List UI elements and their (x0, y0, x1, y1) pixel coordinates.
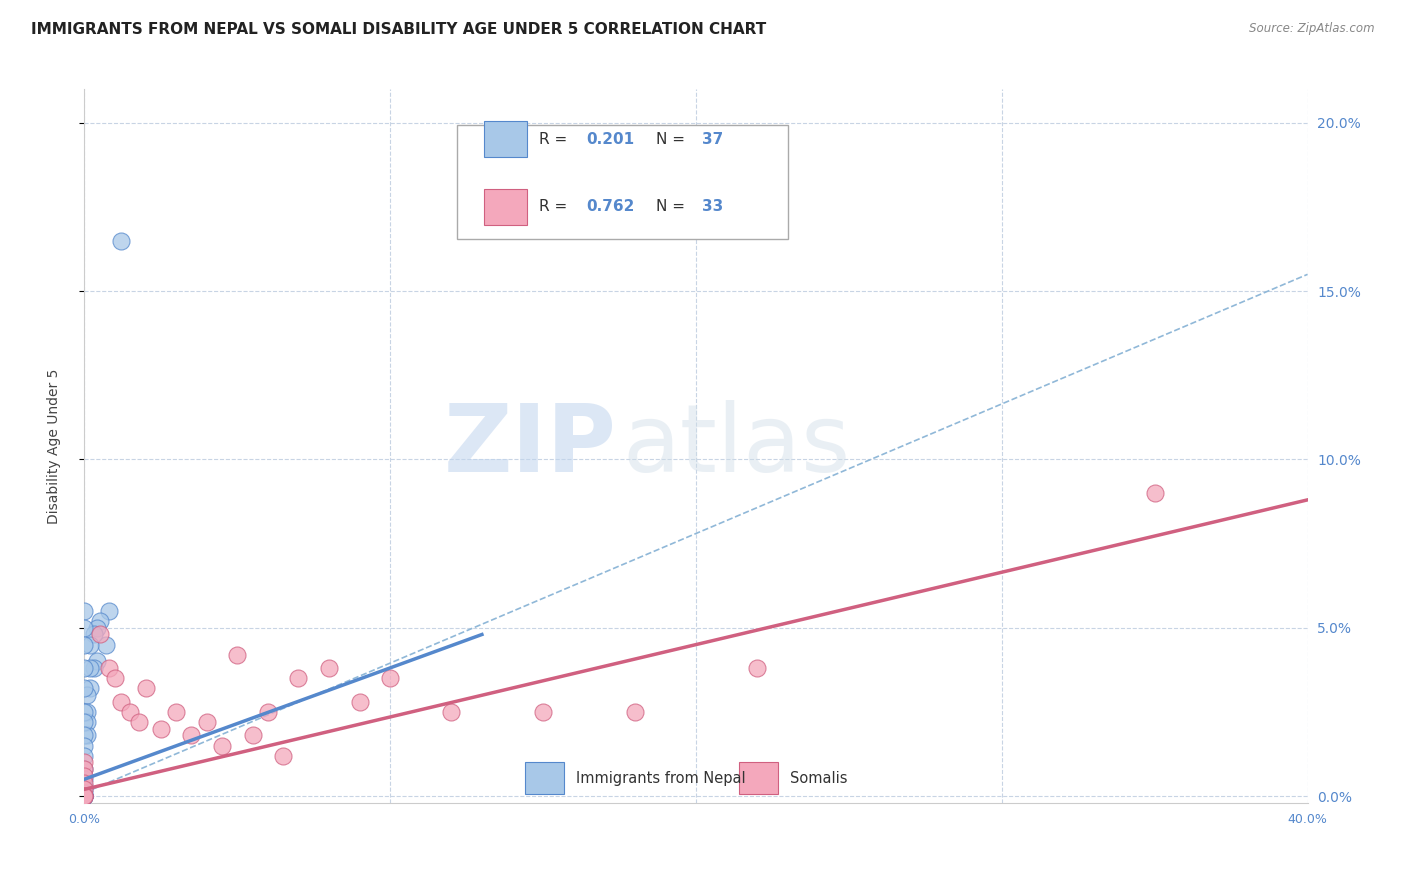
Point (624, 705, 647, 719)
Point (79, 681, 101, 696)
Point (226, 648, 249, 662)
Point (73, 661, 96, 675)
Y-axis label: Disability Age Under 5: Disability Age Under 5 (46, 368, 60, 524)
Point (86, 621, 108, 635)
Point (76, 705, 98, 719)
Point (73, 762, 96, 776)
Point (97, 604, 120, 618)
Text: ZIP: ZIP (443, 400, 616, 492)
Point (149, 722, 172, 736)
Point (195, 714, 218, 729)
Point (73, 789, 96, 803)
FancyBboxPatch shape (524, 762, 564, 794)
Point (110, 234, 132, 248)
Text: N =: N = (655, 200, 689, 214)
Point (747, 661, 769, 675)
Point (257, 705, 280, 719)
Point (73, 789, 96, 803)
Point (83, 661, 105, 675)
Point (73, 789, 96, 803)
Point (73, 775, 96, 789)
Point (73, 769, 96, 783)
Point (73, 729, 96, 743)
Text: R =: R = (540, 132, 572, 146)
Text: 0.201: 0.201 (586, 132, 634, 146)
FancyBboxPatch shape (484, 121, 527, 157)
Text: 37: 37 (702, 132, 723, 146)
Point (110, 695, 132, 709)
Point (135, 681, 157, 696)
Point (73, 789, 96, 803)
Point (89, 614, 111, 628)
Point (73, 705, 96, 719)
Point (287, 671, 309, 685)
Text: Somalis: Somalis (790, 771, 848, 786)
Point (73, 739, 96, 753)
Text: atlas: atlas (623, 400, 851, 492)
Point (73, 681, 96, 696)
Text: 33: 33 (702, 200, 723, 214)
Point (73, 782, 96, 797)
Point (79, 638, 101, 652)
Point (271, 748, 294, 763)
Point (73, 789, 96, 803)
Point (76, 688, 98, 702)
Point (349, 695, 371, 709)
FancyBboxPatch shape (484, 189, 527, 225)
Point (128, 714, 150, 729)
Point (83, 627, 105, 641)
Point (104, 671, 127, 685)
Point (120, 705, 142, 719)
Point (76, 729, 98, 743)
FancyBboxPatch shape (738, 762, 778, 794)
Text: R =: R = (540, 200, 572, 214)
Point (73, 772, 96, 787)
Point (73, 789, 96, 803)
Point (1143, 486, 1166, 500)
Point (165, 705, 187, 719)
FancyBboxPatch shape (457, 125, 787, 239)
Point (73, 779, 96, 793)
Text: IMMIGRANTS FROM NEPAL VS SOMALI DISABILITY AGE UNDER 5 CORRELATION CHART: IMMIGRANTS FROM NEPAL VS SOMALI DISABILI… (31, 22, 766, 37)
Point (73, 621, 96, 635)
Point (440, 705, 463, 719)
Point (242, 729, 264, 743)
Point (94, 638, 117, 652)
Point (86, 655, 108, 669)
Point (380, 671, 402, 685)
Text: Source: ZipAtlas.com: Source: ZipAtlas.com (1250, 22, 1375, 36)
Point (318, 661, 340, 675)
Point (76, 714, 98, 729)
Point (73, 756, 96, 770)
Point (73, 789, 96, 803)
Point (531, 705, 554, 719)
Point (73, 789, 96, 803)
Point (73, 748, 96, 763)
Point (73, 789, 96, 803)
Point (211, 739, 233, 753)
Point (73, 714, 96, 729)
Point (79, 661, 101, 675)
Point (89, 627, 111, 641)
Text: 0.762: 0.762 (586, 200, 634, 214)
Text: N =: N = (655, 132, 689, 146)
Point (73, 762, 96, 776)
Point (73, 604, 96, 618)
Point (73, 782, 96, 797)
Point (73, 638, 96, 652)
Text: Immigrants from Nepal: Immigrants from Nepal (576, 771, 745, 786)
Point (73, 786, 96, 800)
Point (73, 789, 96, 803)
Point (180, 729, 202, 743)
Point (97, 661, 120, 675)
